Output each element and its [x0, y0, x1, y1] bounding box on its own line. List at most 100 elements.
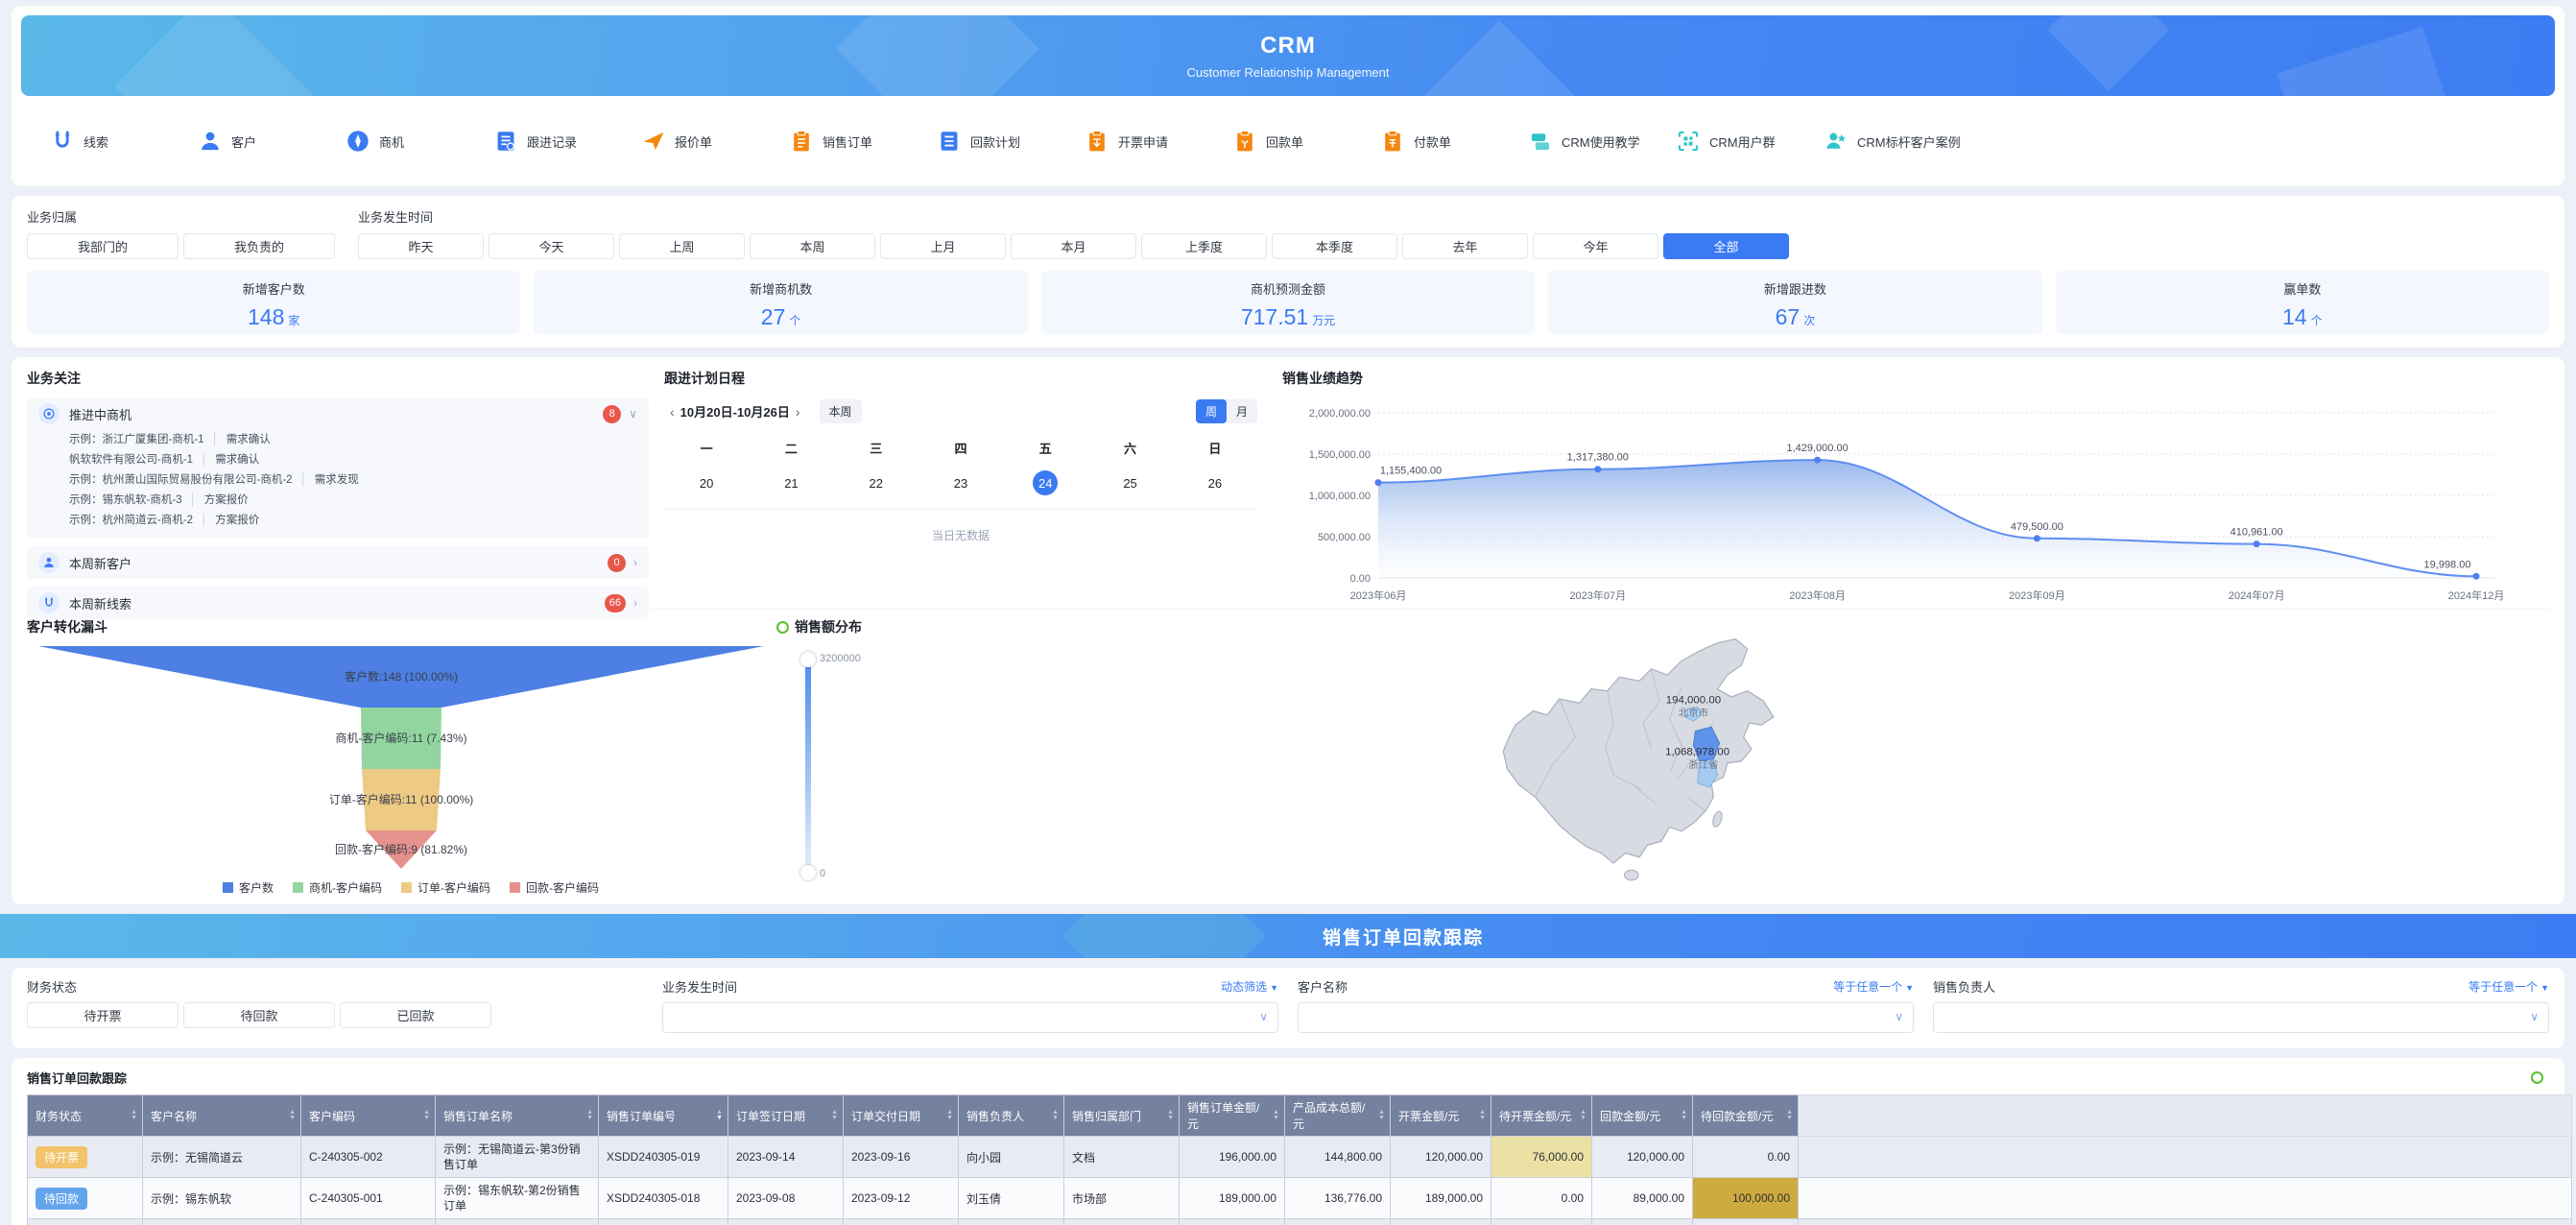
nav-item-9[interactable]: 付款单: [1380, 129, 1528, 154]
finance-status-button-1[interactable]: 待回款: [183, 1002, 335, 1028]
list-item[interactable]: 示例：锡东帆软-商机-3 │ 方案报价: [69, 494, 249, 506]
sort-icon[interactable]: ▲ ▼: [423, 1109, 430, 1121]
column-header-1[interactable]: 客户名称 ▲ ▼: [142, 1094, 301, 1137]
time-button-10[interactable]: 全部: [1663, 233, 1789, 259]
calendar-date-21[interactable]: 21: [784, 475, 799, 491]
sort-icon[interactable]: ▲ ▼: [1580, 1109, 1586, 1121]
sales-owner-input[interactable]: ∨: [1933, 1002, 2549, 1033]
sort-icon[interactable]: ▲ ▼: [831, 1109, 838, 1121]
column-header-4[interactable]: 销售订单编号 ▲ ▼: [598, 1094, 728, 1137]
nav-item-6[interactable]: 回款计划: [937, 129, 1085, 154]
funnel-stage-0[interactable]: [38, 646, 764, 708]
column-header-6[interactable]: 订单交付日期 ▲ ▼: [843, 1094, 959, 1137]
calendar-date-26[interactable]: 26: [1207, 475, 1223, 491]
focus-group-header[interactable]: 本周新客户 0 ›: [38, 546, 637, 579]
list-item[interactable]: 帆软软件有限公司-商机-1 │ 需求确认: [69, 454, 260, 466]
time-button-4[interactable]: 上月: [880, 233, 1006, 259]
time-button-1[interactable]: 今天: [489, 233, 614, 259]
column-header-11[interactable]: 开票金额/元 ▲ ▼: [1390, 1094, 1491, 1137]
sort-icon[interactable]: ▲ ▼: [716, 1109, 723, 1121]
nav-item-10[interactable]: CRM使用教学: [1528, 129, 1676, 154]
nav-item-8[interactable]: 回款单: [1232, 129, 1380, 154]
nav-item-3[interactable]: 跟进记录: [493, 129, 641, 154]
sort-icon[interactable]: ▲ ▼: [1786, 1109, 1793, 1121]
time-button-7[interactable]: 本季度: [1272, 233, 1397, 259]
region-beijing[interactable]: [1684, 706, 1703, 722]
slider-max-handle[interactable]: [800, 652, 816, 667]
column-header-12[interactable]: 待开票金额/元 ▲ ▼: [1491, 1094, 1592, 1137]
order-time-input[interactable]: ∨: [662, 1002, 1278, 1033]
nav-item-0[interactable]: 线索: [50, 129, 198, 154]
column-header-13[interactable]: 回款金额/元 ▲ ▼: [1591, 1094, 1693, 1137]
legend-item-1[interactable]: 商机-客户编码: [293, 879, 382, 896]
sort-icon[interactable]: ▲ ▼: [1167, 1109, 1174, 1121]
column-header-7[interactable]: 销售负责人 ▲ ▼: [958, 1094, 1064, 1137]
focus-group-header[interactable]: 本周新线索 66 ›: [38, 587, 637, 619]
column-header-5[interactable]: 订单签订日期 ▲ ▼: [727, 1094, 844, 1137]
nav-item-4[interactable]: 报价单: [641, 129, 789, 154]
table-row[interactable]: 已回款示例：南京华五机械C-220614-004示例：南京华五机械-第3份销售订…: [27, 1218, 2572, 1225]
legend-item-2[interactable]: 订单-客户编码: [401, 879, 490, 896]
sort-icon[interactable]: ▲ ▼: [1052, 1109, 1059, 1121]
column-header-2[interactable]: 客户编码 ▲ ▼: [300, 1094, 436, 1137]
this-week-button[interactable]: 本周: [819, 399, 862, 423]
equals-any-link-customer[interactable]: 等于任意一个 ▼: [1833, 979, 1914, 994]
calendar-date-20[interactable]: 20: [699, 475, 714, 491]
map-range-slider[interactable]: 3200000 0: [800, 652, 861, 880]
funnel-stage-3[interactable]: [366, 830, 437, 869]
nav-item-11[interactable]: CRM用户群: [1676, 129, 1824, 154]
time-button-3[interactable]: 本周: [750, 233, 875, 259]
chevron-down-icon[interactable]: ∨: [629, 407, 637, 420]
funnel-stage-1[interactable]: [361, 708, 441, 769]
nav-item-1[interactable]: 客户: [198, 129, 346, 154]
ownership-button-1[interactable]: 我负责的: [183, 233, 335, 259]
calendar-date-23[interactable]: 23: [953, 475, 968, 491]
data-point[interactable]: [2033, 535, 2040, 542]
refresh-ring-icon[interactable]: [2531, 1070, 2543, 1084]
ownership-button-0[interactable]: 我部门的: [27, 233, 179, 259]
focus-group-header[interactable]: 推进中商机 8 ∨: [38, 397, 637, 430]
funnel-stage-2[interactable]: [362, 769, 441, 830]
finance-status-button-2[interactable]: 已回款: [340, 1002, 491, 1028]
finance-status-button-0[interactable]: 待开票: [27, 1002, 179, 1028]
nav-item-12[interactable]: CRM标杆客户案例: [1824, 129, 1971, 154]
calendar-prev-icon[interactable]: ‹: [670, 403, 675, 420]
sort-icon[interactable]: ▲ ▼: [1273, 1109, 1279, 1121]
calendar-next-icon[interactable]: ›: [795, 403, 800, 420]
nav-item-7[interactable]: 开票申请: [1085, 129, 1232, 154]
month-toggle[interactable]: 月: [1235, 405, 1248, 419]
time-button-0[interactable]: 昨天: [358, 233, 484, 259]
refresh-ring-icon[interactable]: [776, 620, 789, 634]
column-header-14[interactable]: 待回款金额/元 ▲ ▼: [1692, 1094, 1799, 1137]
data-point[interactable]: [1814, 456, 1822, 464]
slider-min-handle[interactable]: [800, 865, 816, 880]
sort-icon[interactable]: ▲ ▼: [1378, 1109, 1385, 1121]
legend-item-3[interactable]: 回款-客户编码: [510, 879, 599, 896]
chevron-right-icon[interactable]: ›: [633, 556, 637, 569]
sort-icon[interactable]: ▲ ▼: [131, 1109, 137, 1121]
calendar-date-25[interactable]: 25: [1123, 475, 1137, 491]
time-button-6[interactable]: 上季度: [1141, 233, 1267, 259]
dynamic-filter-link[interactable]: 动态筛选 ▼: [1221, 979, 1278, 994]
time-button-2[interactable]: 上周: [619, 233, 745, 259]
column-header-3[interactable]: 销售订单名称 ▲ ▼: [435, 1094, 599, 1137]
column-header-9[interactable]: 销售订单金额/元 ▲ ▼: [1179, 1094, 1285, 1137]
column-header-10[interactable]: 产品成本总额/元 ▲ ▼: [1284, 1094, 1391, 1137]
nav-item-2[interactable]: 商机: [346, 129, 493, 154]
sort-icon[interactable]: ▲ ▼: [1681, 1109, 1687, 1121]
list-item[interactable]: 示例：浙江广厦集团-商机-1 │ 需求确认: [69, 434, 271, 445]
sort-icon[interactable]: ▲ ▼: [946, 1109, 953, 1121]
legend-item-0[interactable]: 客户数: [222, 879, 274, 896]
week-toggle[interactable]: 周: [1195, 399, 1227, 423]
sort-icon[interactable]: ▲ ▼: [1479, 1109, 1486, 1121]
customer-name-input[interactable]: ∨: [1298, 1002, 1914, 1033]
equals-any-link-owner[interactable]: 等于任意一个 ▼: [2469, 979, 2549, 994]
calendar-date-24[interactable]: 24: [1003, 470, 1087, 495]
time-button-5[interactable]: 本月: [1011, 233, 1136, 259]
data-point[interactable]: [1374, 479, 1382, 487]
region-zhejiang[interactable]: [1697, 760, 1719, 788]
time-button-8[interactable]: 去年: [1402, 233, 1528, 259]
table-row[interactable]: 待开票 示例：无锡简道云 C-240305-002 示例：无锡简道云-第3份销售订单 X…: [27, 1136, 2572, 1178]
region-jiangsu[interactable]: [1692, 726, 1721, 762]
chevron-right-icon[interactable]: ›: [633, 596, 637, 610]
